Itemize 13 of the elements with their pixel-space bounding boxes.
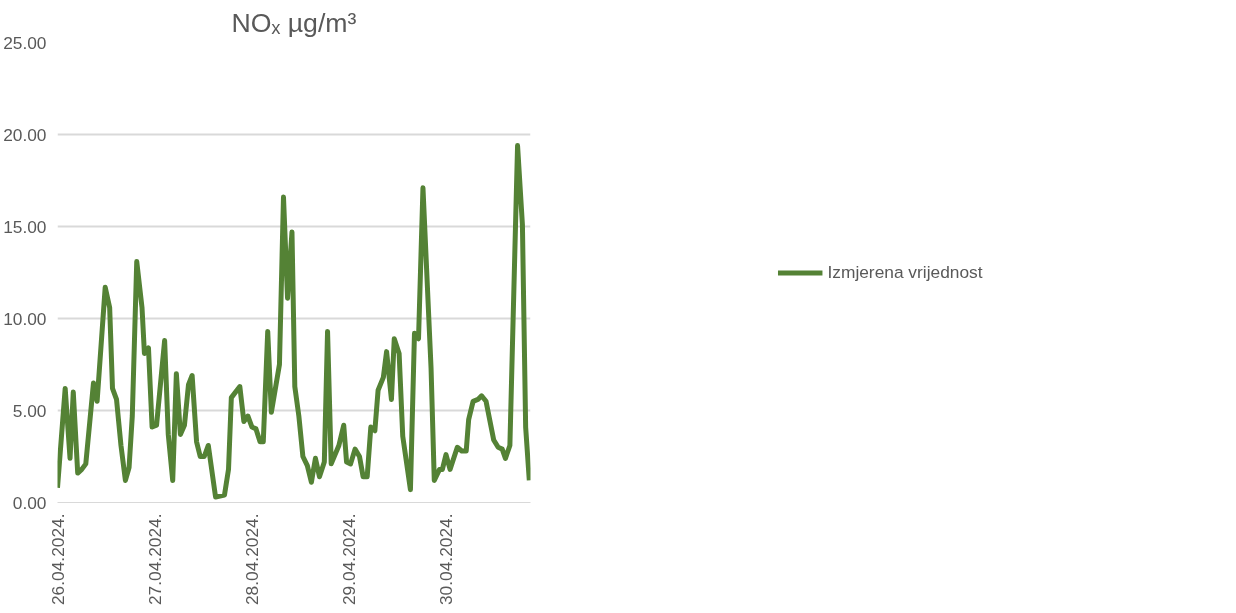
y-tick-label: 5.00	[12, 400, 47, 421]
legend-label: Izmjerena vrijednost	[827, 261, 983, 283]
x-tick-label: 28.04.2024.	[241, 513, 262, 606]
y-tick-label: 10.00	[3, 308, 47, 329]
x-tick-label: 29.04.2024.	[338, 513, 359, 606]
y-tick-label: 20.00	[3, 124, 47, 145]
x-tick-label: 27.04.2024.	[144, 513, 165, 606]
x-tick-label: 26.04.2024.	[47, 513, 68, 606]
y-tick-label: 25.00	[3, 32, 47, 53]
chart-title: NOₓ µg/m³	[231, 7, 357, 38]
y-tick-label: 0.00	[12, 492, 47, 513]
y-tick-label: 15.00	[3, 216, 47, 237]
x-tick-label: 30.04.2024.	[435, 513, 456, 606]
